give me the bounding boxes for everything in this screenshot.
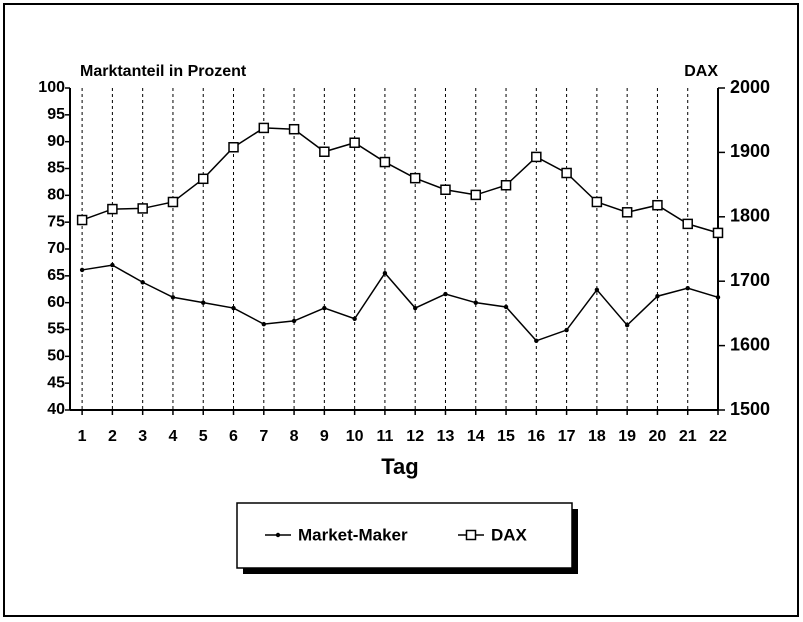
point — [712, 227, 724, 239]
x-axis-label: Tag — [381, 454, 418, 479]
x-tick-label: 21 — [679, 428, 697, 445]
x-tick-label: 4 — [169, 428, 178, 445]
point — [564, 327, 569, 333]
y2-tick-label: 1500 — [730, 399, 770, 419]
point — [137, 203, 148, 214]
x-tick-label: 8 — [290, 428, 299, 445]
x-tick-label: 11 — [376, 428, 393, 445]
point — [655, 294, 660, 299]
point — [288, 123, 300, 135]
x-tick-label: 12 — [406, 428, 424, 445]
point — [261, 321, 266, 327]
point — [621, 207, 633, 218]
y2-tick-label: 2000 — [730, 77, 770, 97]
point — [349, 137, 360, 148]
x-tick-label: 7 — [259, 428, 268, 445]
y-tick-label: 50 — [47, 348, 65, 365]
y2-tick-label: 1900 — [730, 141, 770, 161]
point — [594, 287, 600, 292]
point — [412, 305, 418, 311]
legend-label: Market-Maker — [298, 525, 408, 544]
point — [534, 338, 539, 343]
point — [682, 218, 693, 230]
y-tick-label: 65 — [47, 267, 65, 284]
point — [473, 300, 478, 305]
y2-axis-label: DAX — [684, 63, 718, 80]
x-tick-label: 20 — [649, 428, 667, 445]
y-tick-label: 60 — [47, 294, 65, 311]
point — [379, 156, 391, 168]
point — [228, 141, 239, 153]
series-line — [81, 264, 719, 342]
y-tick-label: 55 — [47, 321, 65, 338]
y-tick-label: 40 — [47, 401, 65, 418]
legend-marker — [465, 529, 477, 541]
point — [382, 270, 388, 276]
point — [258, 122, 270, 134]
point — [685, 285, 690, 291]
series-line — [81, 127, 719, 234]
point — [76, 214, 88, 226]
point — [503, 304, 509, 310]
y-axis-label: Marktanteil in Prozent — [80, 63, 247, 80]
y2-tick-label: 1600 — [730, 334, 770, 354]
y-tick-label: 80 — [47, 187, 65, 204]
x-tick-label: 3 — [138, 428, 147, 445]
frame — [3, 3, 799, 617]
point — [652, 199, 663, 211]
x-tick-label: 10 — [346, 428, 364, 445]
point — [470, 189, 482, 201]
y2-tick-label: 1800 — [730, 206, 770, 226]
point — [352, 316, 357, 321]
point — [624, 323, 630, 328]
point — [319, 146, 330, 158]
point — [79, 267, 85, 273]
point — [107, 203, 118, 215]
x-tick-label: 14 — [467, 428, 485, 445]
x-tick-label: 19 — [618, 428, 636, 445]
x-tick-label: 2 — [108, 428, 117, 445]
y-tick-label: 45 — [47, 374, 65, 391]
point — [322, 305, 327, 311]
point — [231, 305, 236, 311]
x-tick-label: 1 — [78, 428, 87, 445]
x-tick-label: 9 — [320, 428, 329, 445]
point — [715, 295, 721, 300]
legend-marker — [275, 532, 281, 538]
point — [591, 196, 603, 208]
y-tick-label: 75 — [47, 213, 65, 230]
point — [443, 291, 448, 297]
x-tick-label: 6 — [229, 428, 238, 445]
point — [167, 196, 179, 208]
y-tick-label: 85 — [47, 160, 65, 177]
legend-label: DAX — [491, 525, 528, 544]
x-tick-label: 17 — [558, 428, 576, 445]
point — [110, 262, 115, 268]
y-tick-label: 90 — [47, 133, 65, 150]
point — [500, 179, 512, 191]
x-tick-label: 15 — [497, 428, 515, 445]
x-tick-label: 16 — [527, 428, 545, 445]
y2-tick-label: 1700 — [730, 270, 770, 290]
x-tick-label: 18 — [588, 428, 606, 445]
point — [531, 151, 542, 163]
y-tick-label: 70 — [47, 240, 65, 257]
y-tick-label: 100 — [38, 79, 65, 96]
point — [291, 318, 297, 324]
legend-box — [236, 502, 573, 569]
point — [561, 167, 572, 179]
x-tick-label: 22 — [709, 428, 727, 445]
point — [201, 300, 206, 305]
point — [197, 173, 209, 185]
x-tick-label: 5 — [199, 428, 208, 445]
y-tick-label: 95 — [47, 106, 65, 123]
point — [409, 172, 421, 184]
point — [170, 295, 176, 300]
x-tick-label: 13 — [437, 428, 455, 445]
point — [440, 184, 451, 196]
point — [140, 280, 145, 285]
